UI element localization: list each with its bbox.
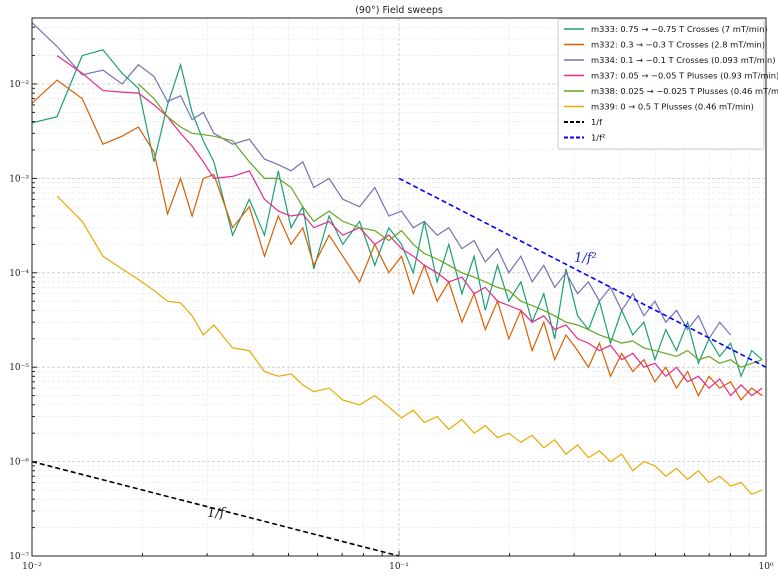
reference-lines: 1/f 1/f² — [31, 177, 767, 557]
reference-annotation: 1/f — [207, 506, 227, 521]
series-line-m338 — [137, 83, 763, 368]
x-tick-label: 10⁻² — [22, 562, 42, 572]
series-line-m333 — [32, 49, 763, 379]
legend-label: m338: 0.025 → −0.025 T Plusses (0.46 mT/… — [591, 86, 778, 96]
legend-label: m334: 0.1 → −0.1 T Crosses (0.093 mT/min… — [591, 55, 776, 65]
series-line-m337 — [56, 55, 763, 397]
reference-annotation: 1/f² — [574, 251, 597, 266]
legend-label: 1/f² — [591, 133, 605, 143]
y-tick-label: 10⁻² — [9, 80, 29, 90]
y-tick-label: 10⁻⁶ — [9, 458, 29, 468]
legend-label: m339: 0 → 0.5 T Plusses (0.46 mT/min) — [591, 102, 754, 112]
x-tick-label: 10⁰ — [758, 562, 773, 572]
y-tick-label: 10⁻³ — [9, 174, 29, 184]
axis-ticks: 10⁻² 10⁻¹ 10⁰ 10⁻⁷ 10⁻⁶ 10⁻⁵ 10⁻⁴ 10⁻³ 10⁻² — [9, 17, 774, 572]
legend-label: 1/f — [591, 117, 603, 127]
y-tick-label: 10⁻⁴ — [9, 269, 29, 279]
legend-box — [557, 18, 765, 150]
reference-line — [31, 460, 400, 557]
legend-label: m337: 0.05 → −0.05 T Plusses (0.93 mT/mi… — [591, 71, 778, 81]
chart-title: (90°) Field sweeps — [355, 5, 443, 16]
y-tick-label: 10⁻⁵ — [9, 363, 29, 373]
legend-label: m333: 0.75 → −0.75 T Crosses (7 mT/min) — [591, 24, 768, 34]
series-group — [32, 21, 763, 496]
series-line-m339 — [56, 195, 763, 496]
reference-line — [398, 177, 767, 368]
legend: m333: 0.75 → −0.75 T Crosses (7 mT/min) m… — [557, 18, 778, 150]
series-line-m334 — [32, 21, 732, 341]
legend-label: m332: 0.3 → −0.3 T Crosses (2.8 mT/min) — [591, 40, 765, 50]
x-tick-label: 10⁻¹ — [389, 562, 409, 572]
y-tick-label: 10⁻⁷ — [9, 552, 29, 562]
